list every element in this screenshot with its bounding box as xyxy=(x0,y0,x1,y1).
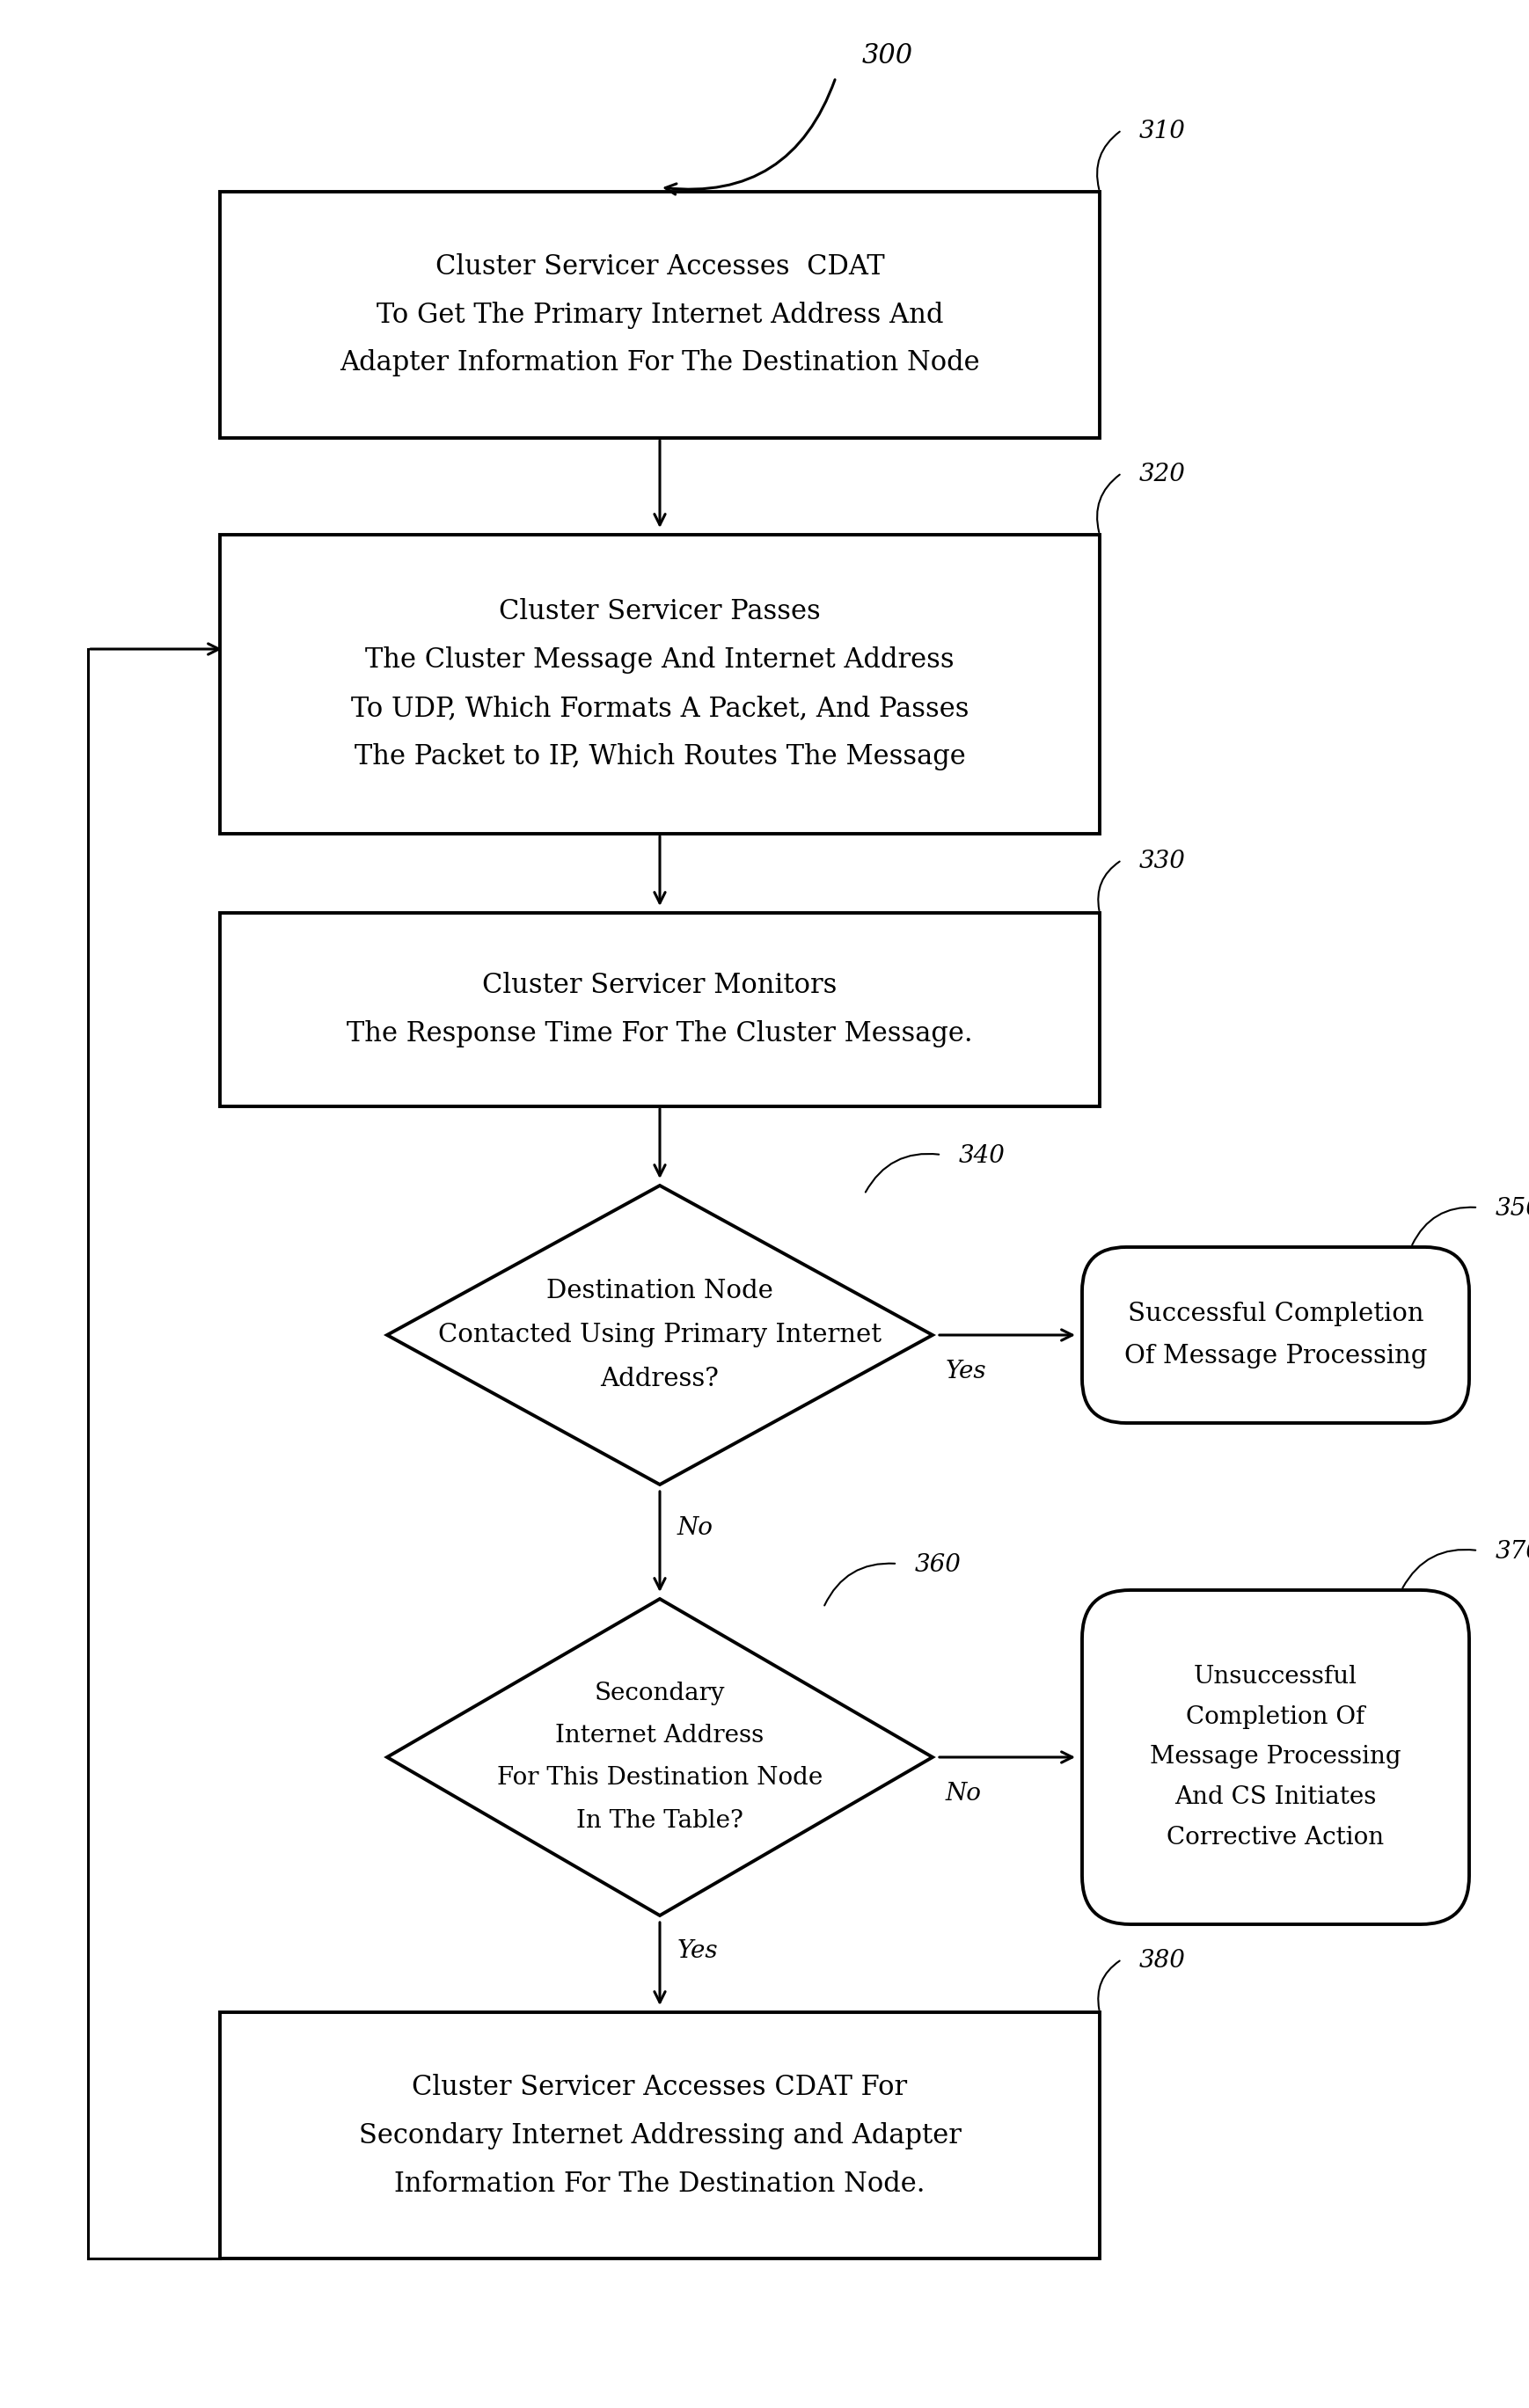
Text: Cluster Servicer Accesses  CDAT
To Get The Primary Internet Address And
Adapter : Cluster Servicer Accesses CDAT To Get Th… xyxy=(339,253,980,378)
FancyBboxPatch shape xyxy=(220,913,1099,1105)
Text: 370: 370 xyxy=(1495,1541,1529,1563)
Text: Cluster Servicer Accesses CDAT For
Secondary Internet Addressing and Adapter
Inf: Cluster Servicer Accesses CDAT For Secon… xyxy=(359,2073,962,2199)
Text: 380: 380 xyxy=(1139,1948,1187,1972)
Text: Unsuccessful
Completion Of
Message Processing
And CS Initiates
Corrective Action: Unsuccessful Completion Of Message Proce… xyxy=(1150,1664,1401,1849)
Text: Yes: Yes xyxy=(946,1361,986,1385)
Text: 300: 300 xyxy=(862,43,913,70)
FancyBboxPatch shape xyxy=(220,193,1099,438)
Text: 320: 320 xyxy=(1139,462,1187,486)
Polygon shape xyxy=(387,1599,933,1914)
FancyBboxPatch shape xyxy=(220,2013,1099,2259)
Text: 350: 350 xyxy=(1495,1197,1529,1221)
Text: Successful Completion
Of Message Processing: Successful Completion Of Message Process… xyxy=(1124,1303,1427,1368)
Text: 330: 330 xyxy=(1139,850,1187,874)
Text: Yes: Yes xyxy=(677,1938,719,1963)
FancyBboxPatch shape xyxy=(1083,1247,1469,1423)
Text: 360: 360 xyxy=(914,1553,962,1577)
Text: Secondary
Internet Address
For This Destination Node
In The Table?: Secondary Internet Address For This Dest… xyxy=(497,1683,823,1832)
Polygon shape xyxy=(387,1185,933,1486)
Text: No: No xyxy=(946,1782,982,1806)
Text: 340: 340 xyxy=(959,1144,1006,1168)
FancyBboxPatch shape xyxy=(220,535,1099,833)
Text: Cluster Servicer Passes
The Cluster Message And Internet Address
To UDP, Which F: Cluster Servicer Passes The Cluster Mess… xyxy=(350,597,969,771)
Text: 310: 310 xyxy=(1139,120,1187,144)
Text: Destination Node
Contacted Using Primary Internet
Address?: Destination Node Contacted Using Primary… xyxy=(439,1279,882,1392)
Text: Cluster Servicer Monitors
The Response Time For The Cluster Message.: Cluster Servicer Monitors The Response T… xyxy=(347,973,972,1047)
Text: No: No xyxy=(677,1517,714,1541)
FancyBboxPatch shape xyxy=(1083,1589,1469,1924)
